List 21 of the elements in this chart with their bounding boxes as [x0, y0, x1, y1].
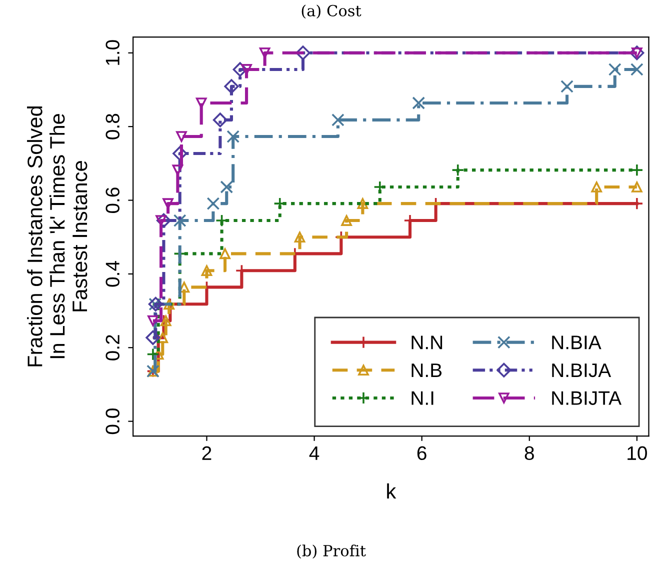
y-tick-label: 1.0 — [106, 40, 120, 65]
y-tick-label: 0.2 — [106, 335, 120, 360]
y-axis-title: Fraction of Instances Solved In Less Than 'k' Times The Fastest Instance — [27, 106, 88, 366]
y-tick-label: 0.0 — [106, 408, 120, 434]
y-tick-label: 0.4 — [106, 260, 120, 287]
legend-label: N.B — [412, 364, 442, 377]
legend-label: N.N — [412, 336, 442, 350]
legend-label: N.BIJA — [552, 364, 612, 378]
legend-label: N.I — [412, 391, 434, 405]
y-tick-label: 0.6 — [106, 188, 120, 214]
x-tick-label: 6 — [417, 446, 426, 460]
x-tick-label: 2 — [202, 446, 212, 460]
legend-label: N.BIA — [552, 336, 602, 350]
x-tick-label: 4 — [309, 446, 320, 460]
legend-label: N.BIJTA — [552, 391, 622, 405]
x-tick-label: 10 — [628, 446, 647, 460]
text: (b) Profit — [297, 544, 366, 559]
y-tick-label: 0.8 — [106, 114, 120, 140]
x-tick-label: 8 — [524, 446, 534, 460]
x-axis-title: k — [387, 483, 396, 498]
chart-title: (a) Cost — [302, 4, 362, 19]
